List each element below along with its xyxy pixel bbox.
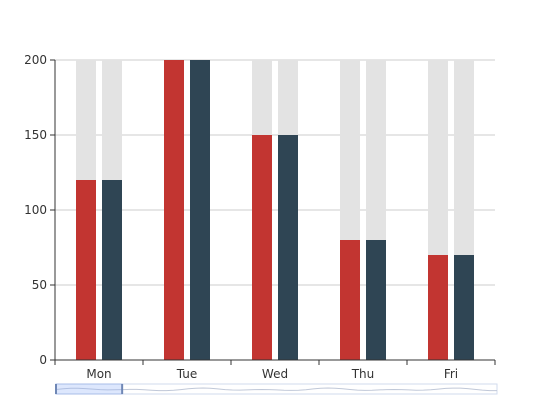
x-axis: Mon Tue Wed Thu Fri	[50, 59, 496, 381]
y-tick-label: 50	[32, 278, 47, 292]
bar	[428, 255, 448, 360]
bar	[190, 60, 210, 360]
bar	[454, 255, 474, 360]
y-tick-label: 200	[24, 53, 47, 67]
y-axis: 0 50 100 150 200	[24, 53, 47, 367]
y-tick-label: 150	[24, 128, 47, 142]
zoom-handle-end[interactable]	[121, 384, 124, 394]
bar	[76, 180, 96, 360]
bars	[76, 60, 474, 360]
x-tick-label: Fri	[444, 367, 458, 381]
x-tick-label: Wed	[262, 367, 288, 381]
x-tick-label: Thu	[351, 367, 375, 381]
data-zoom-slider[interactable]	[55, 383, 498, 395]
y-tick-label: 0	[39, 353, 47, 367]
bar	[252, 135, 272, 360]
zoom-preview-line	[55, 387, 497, 392]
y-tick-label: 100	[24, 203, 47, 217]
grid-lines	[55, 59, 495, 286]
bar	[278, 135, 298, 360]
x-tick-label: Mon	[86, 367, 111, 381]
bar	[102, 180, 122, 360]
zoom-handle-start[interactable]	[55, 384, 57, 394]
bar	[164, 60, 184, 360]
bar	[366, 240, 386, 360]
bar	[340, 240, 360, 360]
zoom-selection[interactable]	[55, 383, 123, 395]
x-tick-label: Tue	[176, 367, 198, 381]
